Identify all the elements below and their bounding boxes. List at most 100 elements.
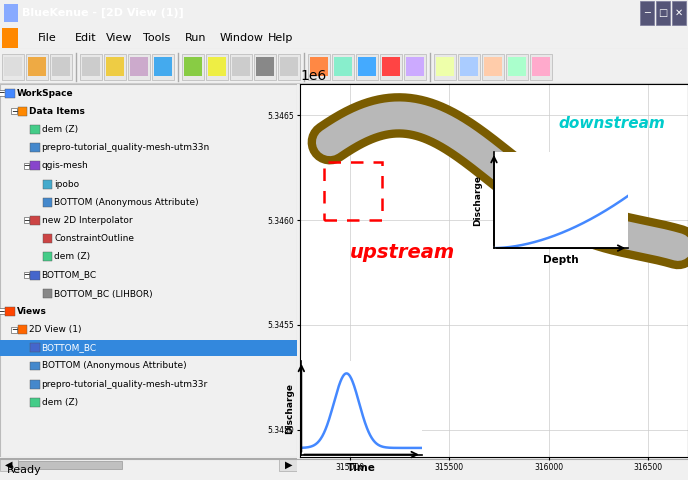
Text: Discharge: Discharge (473, 175, 482, 226)
Bar (482, 54, 504, 80)
Bar (380, 54, 402, 80)
Bar (310, 57, 328, 76)
Text: Help: Help (268, 33, 293, 43)
Bar (568, 191, 612, 237)
Text: Depth: Depth (544, 255, 579, 265)
Bar (506, 54, 528, 80)
Bar (358, 57, 376, 76)
Text: BOTTOM (Anonymous Attribute): BOTTOM (Anonymous Attribute) (54, 198, 199, 207)
Text: ─: ─ (644, 8, 650, 18)
Bar (26, 54, 48, 80)
Text: Edit: Edit (75, 33, 96, 43)
Text: new 2D Interpolator: new 2D Interpolator (41, 216, 132, 225)
Bar (128, 54, 150, 80)
Text: dem (Z): dem (Z) (41, 398, 78, 407)
Bar (24, 217, 30, 223)
Bar (484, 57, 502, 76)
Bar (182, 54, 204, 80)
Bar (332, 54, 354, 80)
Bar (18, 107, 28, 116)
Bar (206, 54, 228, 80)
Text: Run: Run (185, 33, 206, 43)
Text: −: − (11, 107, 17, 116)
Bar (356, 54, 378, 80)
Text: −: − (0, 307, 5, 316)
Text: Tools: Tools (143, 33, 170, 43)
Text: ◀: ◀ (6, 460, 12, 470)
Bar (30, 161, 40, 170)
Bar (308, 54, 330, 80)
Text: ✕: ✕ (675, 8, 683, 18)
Text: ▶: ▶ (285, 460, 292, 470)
Bar (6, 89, 15, 97)
Bar (0, 309, 5, 314)
Bar (18, 461, 122, 469)
Text: prepro-tutorial_quality-mesh-utm33n: prepro-tutorial_quality-mesh-utm33n (41, 143, 210, 152)
Text: BOTTOM (Anonymous Attribute): BOTTOM (Anonymous Attribute) (41, 361, 186, 371)
Bar (50, 54, 72, 80)
Bar (82, 57, 100, 76)
Text: View: View (106, 33, 133, 43)
Bar (436, 57, 454, 76)
Text: dem (Z): dem (Z) (54, 252, 90, 261)
Bar (280, 57, 298, 76)
Bar (508, 57, 526, 76)
Bar (256, 57, 274, 76)
Text: BOTTOM_BC: BOTTOM_BC (41, 271, 97, 279)
Bar (80, 54, 102, 80)
Text: Time: Time (347, 463, 376, 473)
Bar (30, 398, 40, 407)
Bar (278, 54, 300, 80)
Bar (460, 57, 478, 76)
Text: File: File (38, 33, 56, 43)
Bar (11, 326, 17, 333)
Bar (30, 380, 40, 389)
Bar (530, 54, 552, 80)
Bar (0, 458, 18, 471)
Text: Data Items: Data Items (29, 107, 85, 116)
Bar (154, 57, 172, 76)
Bar (11, 108, 17, 114)
Text: Discharge: Discharge (285, 383, 294, 433)
Text: □: □ (658, 8, 667, 18)
Bar (30, 216, 40, 225)
Text: Views: Views (17, 307, 47, 316)
Bar (104, 54, 126, 80)
Bar (404, 54, 426, 80)
Bar (43, 234, 52, 243)
Text: prepro-tutorial_quality-mesh-utm33r: prepro-tutorial_quality-mesh-utm33r (41, 380, 208, 389)
Bar (434, 54, 456, 80)
Text: dem (Z): dem (Z) (41, 125, 78, 134)
Bar (152, 54, 174, 80)
Bar (43, 252, 52, 261)
Text: ConstraintOutline: ConstraintOutline (54, 234, 134, 243)
Bar (30, 343, 40, 352)
Bar (28, 57, 46, 76)
Bar (208, 57, 226, 76)
Text: −: − (23, 161, 30, 170)
Bar (24, 272, 30, 278)
Bar (43, 180, 52, 189)
Text: qgis-mesh: qgis-mesh (41, 161, 88, 170)
Bar (2, 54, 24, 80)
Text: upstream: upstream (350, 243, 455, 262)
Bar (52, 57, 70, 76)
Bar (30, 361, 40, 371)
Text: BOTTOM_BC (LIHBOR): BOTTOM_BC (LIHBOR) (54, 289, 153, 298)
Bar (406, 57, 424, 76)
Bar (2, 27, 18, 48)
Text: Ready: Ready (7, 465, 42, 475)
Bar (324, 162, 382, 220)
Bar (30, 143, 40, 152)
Bar (4, 57, 22, 76)
Bar (0, 340, 297, 356)
Text: ipobo: ipobo (54, 180, 79, 189)
Text: −: − (23, 271, 30, 279)
Text: downstream: downstream (559, 116, 665, 131)
Bar (672, 1, 686, 25)
Bar (43, 289, 52, 298)
Bar (656, 1, 670, 25)
Bar (640, 1, 654, 25)
Text: 2D View (1): 2D View (1) (29, 325, 82, 334)
Text: WorkSpace: WorkSpace (17, 89, 73, 97)
